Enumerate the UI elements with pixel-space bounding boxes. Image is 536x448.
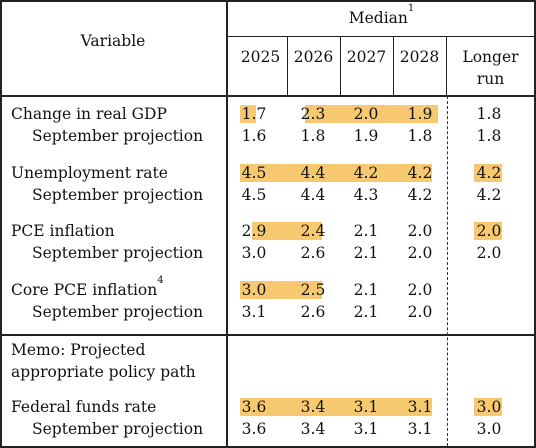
highlight-gdp-2026-2028 bbox=[305, 105, 438, 123]
variable-header: Variable bbox=[80, 32, 146, 50]
row-label: Unemployment rate bbox=[11, 164, 168, 182]
value-cell: 3.1 bbox=[353, 420, 379, 438]
highlight-unemployment-2025-2028 bbox=[240, 164, 432, 182]
value-cell: 3.1 bbox=[241, 303, 267, 321]
longer-run-value-cell: 3.0 bbox=[476, 398, 502, 416]
longer-run-value-cell: 4.2 bbox=[476, 186, 502, 204]
row-label: Core PCE inflation bbox=[11, 281, 158, 299]
row-label: September projection bbox=[32, 244, 204, 262]
highlight-gdp-2025 bbox=[240, 105, 256, 123]
value-cell: 2.9 bbox=[241, 222, 267, 240]
value-cell: 2.0 bbox=[353, 105, 379, 123]
value-cell: 1.8 bbox=[300, 127, 326, 145]
memo-top-rule bbox=[0, 334, 536, 336]
longer-run-value-cell: 2.0 bbox=[476, 244, 502, 262]
value-cell: 1.6 bbox=[241, 127, 267, 145]
value-cell: 4.5 bbox=[241, 164, 267, 182]
value-cell: 2.3 bbox=[300, 105, 326, 123]
row-label: September projection bbox=[32, 420, 204, 438]
highlight-fedfunds-2025-2028 bbox=[240, 398, 432, 416]
value-cell: 3.0 bbox=[241, 281, 267, 299]
value-cell: 3.4 bbox=[300, 420, 326, 438]
longer-run-dashed-divider bbox=[447, 96, 448, 446]
highlight-fedfunds-longer bbox=[474, 398, 502, 416]
value-cell: 2.0 bbox=[407, 222, 433, 240]
row-label: September projection bbox=[32, 127, 204, 145]
memo-line2: appropriate policy path bbox=[11, 363, 196, 381]
highlight-pce-longer bbox=[474, 222, 502, 240]
value-cell: 1.9 bbox=[407, 105, 433, 123]
value-cell: 1.8 bbox=[407, 127, 433, 145]
value-cell: 4.2 bbox=[353, 164, 379, 182]
value-cell: 3.6 bbox=[241, 398, 267, 416]
longer-run-value-cell: 2.0 bbox=[476, 222, 502, 240]
year-divider-4 bbox=[446, 37, 447, 95]
year-divider-2 bbox=[340, 37, 341, 95]
year-header-2028: 2028 bbox=[399, 48, 440, 66]
longer-run-value-cell: 3.0 bbox=[476, 420, 502, 438]
value-cell: 4.2 bbox=[407, 164, 433, 182]
value-cell: 3.6 bbox=[241, 420, 267, 438]
value-cell: 2.0 bbox=[407, 281, 433, 299]
footnote-marker: 4 bbox=[157, 274, 164, 286]
value-cell: 4.2 bbox=[407, 186, 433, 204]
row-label-with-note: Core PCE inflation4 bbox=[11, 275, 164, 300]
header-bottom-rule bbox=[0, 95, 536, 97]
value-cell: 3.1 bbox=[407, 420, 433, 438]
highlight-unemployment-longer bbox=[474, 164, 502, 182]
value-cell: 4.4 bbox=[300, 164, 326, 182]
value-cell: 3.1 bbox=[407, 398, 433, 416]
longer-run-value-cell: 1.8 bbox=[476, 127, 502, 145]
highlight-pce-2025-2026 bbox=[252, 222, 322, 240]
value-cell: 2.1 bbox=[353, 244, 379, 262]
left-border bbox=[0, 0, 2, 448]
median-label: Median bbox=[348, 9, 408, 27]
value-cell: 2.0 bbox=[407, 303, 433, 321]
value-cell: 2.1 bbox=[353, 222, 379, 240]
value-cell: 4.4 bbox=[300, 186, 326, 204]
value-cell: 2.6 bbox=[300, 244, 326, 262]
value-cell: 4.5 bbox=[241, 186, 267, 204]
row-label: September projection bbox=[32, 186, 204, 204]
value-cell: 2.6 bbox=[300, 303, 326, 321]
top-rule bbox=[0, 0, 536, 2]
value-cell: 2.5 bbox=[300, 281, 326, 299]
value-cell: 4.3 bbox=[353, 186, 379, 204]
year-header-2026: 2026 bbox=[293, 48, 334, 66]
value-cell: 1.9 bbox=[353, 127, 379, 145]
value-cell: 3.1 bbox=[353, 398, 379, 416]
year-header-2027: 2027 bbox=[346, 48, 387, 66]
highlight-corepce-2025-2026 bbox=[240, 281, 322, 299]
value-cell: 2.4 bbox=[300, 222, 326, 240]
value-cell: 3.0 bbox=[241, 244, 267, 262]
value-cell: 2.1 bbox=[353, 281, 379, 299]
year-divider-1 bbox=[287, 37, 288, 95]
longer-run-value-cell: 4.2 bbox=[476, 164, 502, 182]
label-column-divider bbox=[226, 0, 228, 448]
row-label: Federal funds rate bbox=[11, 398, 157, 416]
median-footnote-marker: 1 bbox=[407, 2, 415, 14]
median-header: Median1 bbox=[227, 3, 536, 28]
value-cell: 2.1 bbox=[353, 303, 379, 321]
row-label: PCE inflation bbox=[11, 222, 115, 240]
memo-line1: Memo: Projected bbox=[11, 341, 146, 359]
longer-run-header-line2: run bbox=[476, 70, 505, 88]
longer-run-value-cell: 1.8 bbox=[476, 105, 502, 123]
bottom-rule bbox=[0, 446, 536, 448]
right-border bbox=[534, 0, 536, 448]
header-sub-rule bbox=[226, 36, 536, 37]
row-label: Change in real GDP bbox=[11, 105, 167, 123]
value-cell: 2.0 bbox=[407, 244, 433, 262]
value-cell: 3.4 bbox=[300, 398, 326, 416]
value-cell: 1.7 bbox=[241, 105, 267, 123]
row-label: September projection bbox=[32, 303, 204, 321]
year-divider-3 bbox=[393, 37, 394, 95]
year-header-2025: 2025 bbox=[240, 48, 281, 66]
longer-run-header-line1: Longer bbox=[462, 48, 519, 66]
